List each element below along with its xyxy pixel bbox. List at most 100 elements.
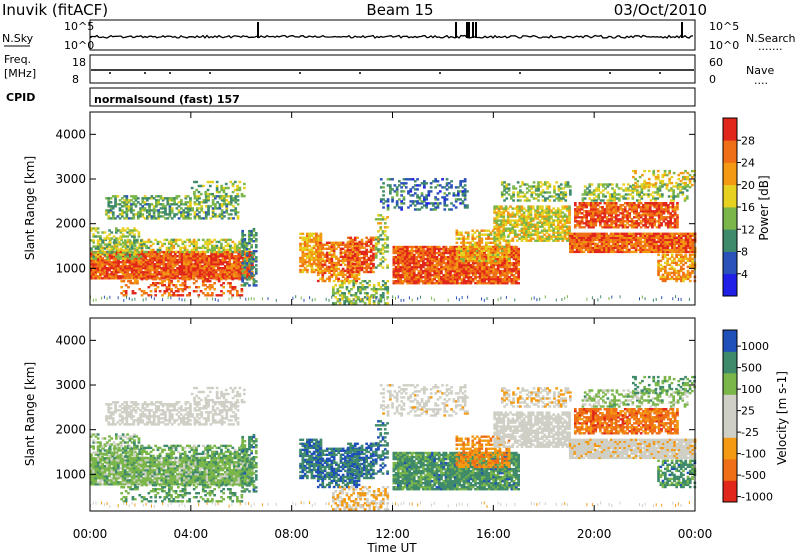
power-cell [186,286,189,289]
power-cell [110,237,114,240]
power-cell [545,221,549,224]
power-cell [121,201,124,204]
power-cell [201,269,204,272]
power-cell [323,263,327,267]
power-cell [170,246,173,250]
power-cell [198,261,202,264]
power-cell [471,249,475,253]
freq-strip-frame [89,54,696,84]
power-cell [369,240,373,244]
power-cell [117,249,120,252]
power-cell [485,257,489,261]
power-cell [475,241,479,244]
power-cell [225,199,229,202]
power-cell [231,182,235,186]
power-cell [213,250,216,254]
power-cell [208,273,211,276]
power-cell [110,277,114,280]
power-cell [124,277,127,280]
power-cell [474,276,477,279]
power-cell [226,263,229,266]
power-cell [133,265,136,268]
power-cell [360,242,364,246]
power-cell [211,284,214,287]
power-cell [228,261,232,264]
power-cell [332,286,335,289]
power-cell [152,284,155,287]
power-cell [323,267,327,271]
power-cell [92,277,95,280]
power-cell [176,259,179,262]
power-cell [149,275,152,278]
power-cell [211,180,214,184]
power-cell [512,245,516,249]
power-cell [506,221,510,224]
power-cell [374,252,378,255]
power-cell [424,257,427,261]
power-cell [356,270,359,274]
power-cell [453,274,457,277]
power-cell [319,241,322,244]
power-cell [213,238,216,242]
power-cell [220,217,224,220]
power-cell [381,260,385,263]
power-cell [171,271,175,274]
power-cell [632,238,636,242]
power-cell [215,180,219,184]
power-cell [458,271,461,275]
power-cell [99,277,102,280]
power-cell [215,278,219,281]
power-cell [408,282,412,285]
power-cell [156,282,160,285]
power-cell [128,243,132,246]
power-cell [104,238,108,242]
power-cell [184,211,188,214]
power-cell [381,296,385,299]
power-cell [353,252,357,256]
power-cell [124,241,127,244]
power-cell [323,271,327,275]
power-cell [243,186,246,190]
power-cell [137,263,141,266]
power-cell [357,286,360,289]
power-cell [160,275,163,278]
power-cell [158,263,161,266]
power-cell [211,207,215,210]
power-cell [462,280,466,283]
nave-dot [209,72,211,74]
power-cell [194,253,198,256]
power-cell [410,247,414,251]
power-cell [497,239,501,242]
power-cell [403,257,407,261]
power-cell [117,250,120,254]
power-cell [159,197,163,200]
power-cell [130,275,134,278]
power-cell [319,267,322,271]
power-cell [206,280,210,283]
power-cell [408,263,412,267]
nave-dot [169,72,171,74]
power-cell [412,265,416,269]
power-cell [127,250,130,254]
power-cell [239,271,243,274]
power-cell [312,260,316,264]
power-cell [466,257,470,260]
power-cell [248,229,251,233]
power-cell [386,290,390,293]
power-cell [155,269,159,272]
power-cell [496,257,500,261]
power-cell [107,215,111,218]
power-cell [494,259,497,263]
power-cell [144,253,148,256]
power-cell [299,236,302,239]
power-cell [397,265,400,269]
power-cell [157,201,160,204]
power-cell [164,265,168,268]
power-cell [341,247,345,250]
power-cell [453,251,457,255]
power-cell [144,271,148,274]
power-cell [341,273,345,277]
power-cell [115,248,119,252]
power-cell [183,286,187,289]
power-cell [250,238,253,241]
